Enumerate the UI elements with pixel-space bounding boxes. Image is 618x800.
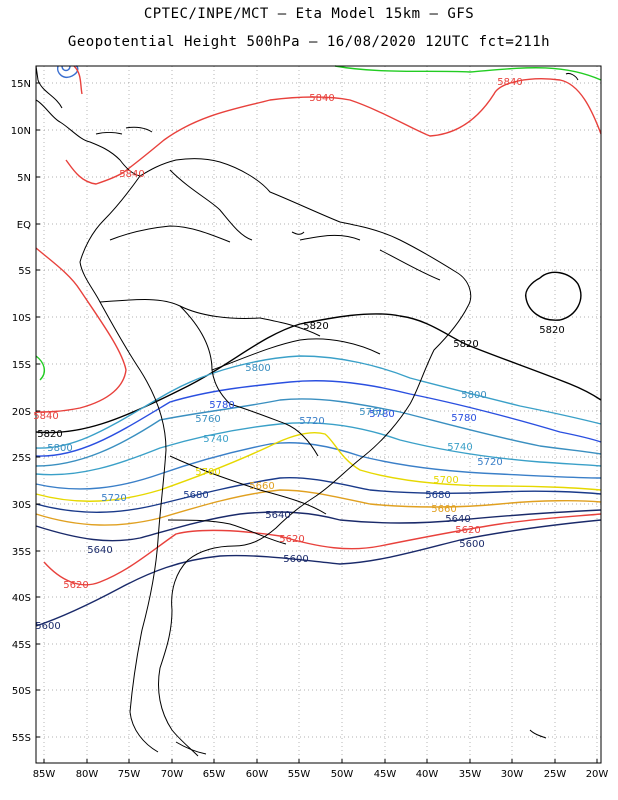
contour-label: 5780 — [209, 400, 234, 411]
lat-label: 5N — [17, 173, 31, 184]
contour-label: 5620 — [455, 525, 480, 536]
contour-label: 5620 — [279, 534, 304, 545]
lon-label: 85W — [33, 769, 56, 780]
contour-label: 5840 — [309, 93, 334, 104]
latitude-labels: 15N 10N 5N EQ 5S 10S 15S 20S 25S 30S 35S 40S 45S 50S 5… — [11, 79, 40, 744]
contour-label: 5700 — [195, 467, 220, 478]
contour-label: 5800 — [461, 390, 486, 401]
lat-label: 5S — [18, 266, 31, 277]
contour-label: 5740 — [447, 442, 472, 453]
contour-label: 5800 — [47, 443, 72, 454]
lon-label: 35W — [459, 769, 482, 780]
contour-label: 5640 — [265, 510, 290, 521]
lat-label: 35S — [12, 547, 31, 558]
contour-label: 5820 — [37, 429, 62, 440]
contour-labels: 5840 5840 5840 5840 5820 5820 5820 5820 5800 5800… — [33, 77, 564, 632]
lat-label: 10S — [12, 313, 31, 324]
contour-lines — [35, 65, 602, 627]
contour-label: 5780 — [451, 413, 476, 424]
lat-label: EQ — [17, 220, 31, 231]
contour-label: 5800 — [245, 363, 270, 374]
lat-label: 40S — [12, 593, 31, 604]
longitude-labels: 85W 80W 75W 70W 65W 60W 55W 50W 45W 40W 35W 30W 25W 2… — [33, 759, 609, 780]
lon-label: 80W — [76, 769, 99, 780]
contour-label: 5680 — [425, 490, 450, 501]
contour-label: 5600 — [459, 539, 484, 550]
contour-label: 5700 — [433, 475, 458, 486]
lon-label: 65W — [203, 769, 226, 780]
lon-label: 50W — [331, 769, 354, 780]
contour-label: 5600 — [283, 554, 308, 565]
contour-label: 5840 — [33, 411, 58, 422]
map-title: CPTEC/INPE/MCT – Eta Model 15km – GFS — [143, 6, 475, 22]
contour-label: 5840 — [119, 169, 144, 180]
lon-label: 45W — [374, 769, 397, 780]
contour-label: 5620 — [63, 580, 88, 591]
contour-label: 5660 — [249, 481, 274, 492]
contour-label: 5760 — [195, 414, 220, 425]
lat-label: 10N — [11, 126, 31, 137]
lat-label: 50S — [12, 686, 31, 697]
contour-label: 5820 — [539, 325, 564, 336]
lat-label: 45S — [12, 640, 31, 651]
map-subtitle: Geopotential Height 500hPa – 16/08/2020 … — [67, 34, 551, 50]
contour-label: 5840 — [497, 77, 522, 88]
lat-label: 15N — [11, 79, 31, 90]
lat-label: 20S — [12, 407, 31, 418]
contour-label: 5600 — [35, 621, 60, 632]
coastlines — [35, 65, 579, 757]
contour-label: 5720 — [101, 493, 126, 504]
lon-label: 40W — [416, 769, 439, 780]
contour-label: 5760 — [359, 407, 384, 418]
lon-label: 20W — [586, 769, 609, 780]
lat-label: 15S — [12, 360, 31, 371]
lon-label: 75W — [118, 769, 141, 780]
lat-label: 25S — [12, 453, 31, 464]
lat-label: 30S — [12, 500, 31, 511]
contour-label: 5720 — [299, 416, 324, 427]
contour-label: 5820 — [303, 321, 328, 332]
contour-label: 5820 — [453, 339, 478, 350]
contour-label: 5780 — [369, 409, 394, 420]
contour-label: 5680 — [183, 490, 208, 501]
contour-label: 5740 — [203, 434, 228, 445]
lon-label: 30W — [501, 769, 524, 780]
lon-label: 70W — [161, 769, 184, 780]
lon-label: 55W — [288, 769, 311, 780]
contour-label: 5720 — [477, 457, 502, 468]
lon-label: 25W — [544, 769, 567, 780]
grid-lines — [36, 66, 601, 763]
map-frame — [35, 65, 602, 764]
contour-label: 5640 — [445, 514, 470, 525]
contour-label: 5660 — [431, 504, 456, 515]
contour-label: 5640 — [87, 545, 112, 556]
lon-label: 60W — [246, 769, 269, 780]
lat-label: 55S — [12, 733, 31, 744]
